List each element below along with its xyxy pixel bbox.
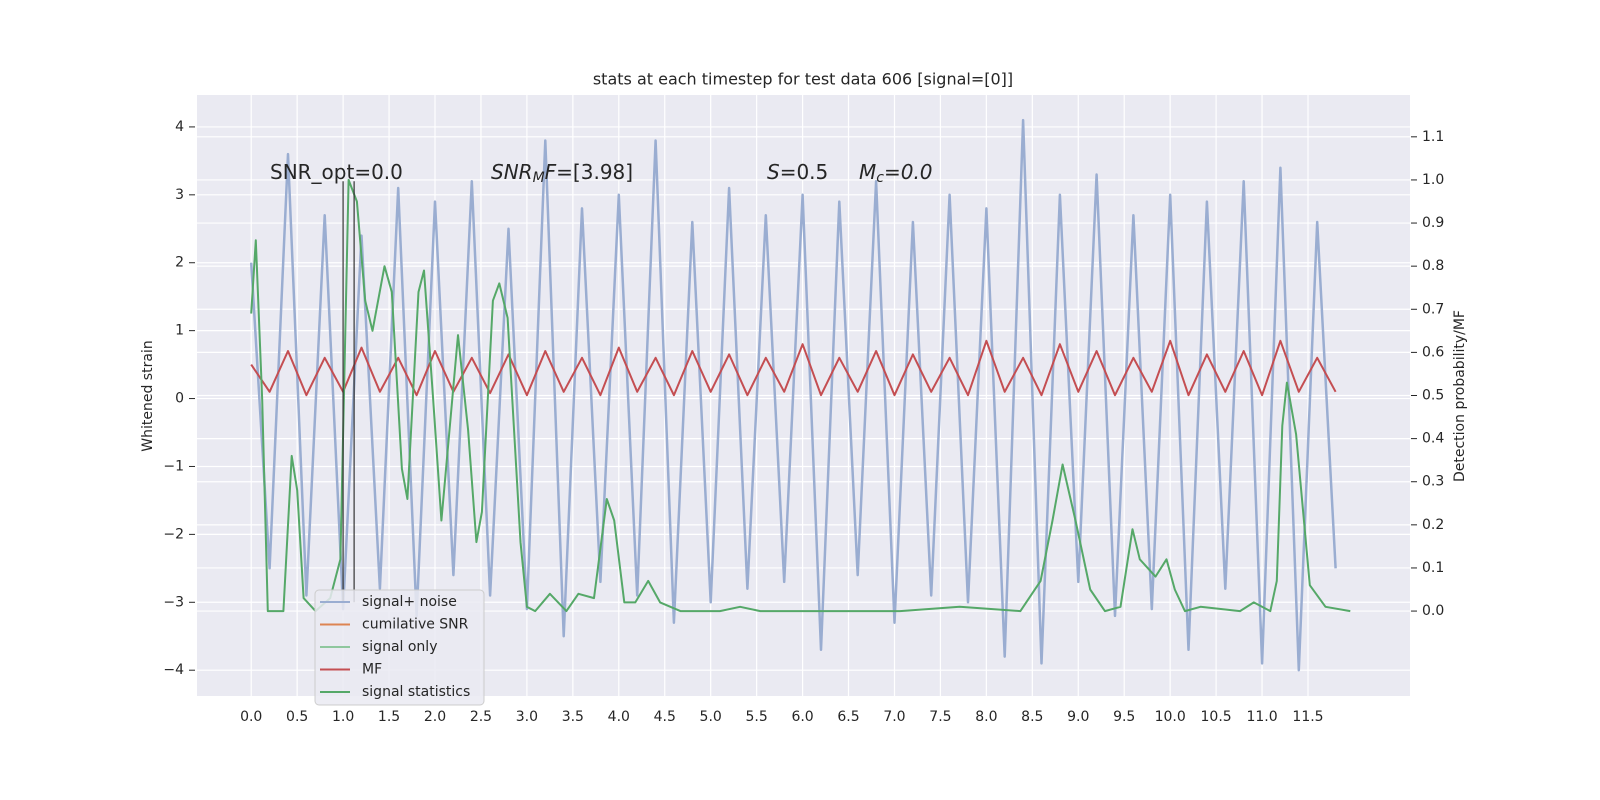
x-tick-label: 10.5 — [1201, 709, 1232, 725]
annotation-part: SNR — [491, 160, 533, 184]
series-line — [249, 118, 1337, 672]
x-tick-label: 1.0 — [332, 709, 354, 725]
y2-tick-label: 0.5 — [1422, 388, 1444, 404]
annotation: SNRMF=[3.98] — [491, 160, 633, 187]
x-tick-label: 4.0 — [608, 709, 630, 725]
legend-label: MF — [362, 662, 382, 678]
x-tick-label: 3.5 — [562, 709, 584, 725]
legend-label: signal+ noise — [362, 594, 457, 610]
x-tick-label: 10.0 — [1155, 709, 1186, 725]
y2-tick-label: 0.1 — [1422, 560, 1444, 576]
x-tick-label: 8.5 — [1021, 709, 1043, 725]
y2-tick-label: 0.6 — [1422, 344, 1444, 360]
y2-tick-label: 0.9 — [1422, 215, 1444, 231]
y2-tick-label: 0.2 — [1422, 517, 1444, 533]
x-tick-label: 4.5 — [654, 709, 676, 725]
annotation-part: c — [876, 170, 884, 186]
y-axis-label: Whitened strain — [140, 340, 156, 451]
annotation: SNR_opt=0.0 — [270, 160, 403, 184]
x-tick-label: 6.5 — [837, 709, 859, 725]
y-tick-label: −3 — [163, 594, 184, 610]
y-tick-label: −4 — [163, 662, 184, 678]
x-tick-label: 0.0 — [240, 709, 262, 725]
legend-label: signal statistics — [362, 684, 470, 700]
legend-box — [314, 589, 485, 706]
annotation-part: F — [545, 160, 557, 184]
annotation-part: S — [767, 160, 780, 184]
y-tick-label: 4 — [175, 119, 184, 135]
legend-label: signal only — [362, 639, 437, 655]
y2-tick-label: 0.7 — [1422, 301, 1444, 317]
x-tick-label: 11.5 — [1292, 709, 1323, 725]
annotation-part: SNR_opt=0.0 — [270, 160, 403, 184]
x-tick-label: 11.0 — [1246, 709, 1277, 725]
x-tick-label: 9.5 — [1113, 709, 1135, 725]
annotation-part: =0.0 — [884, 160, 933, 184]
y2-tick-label: 0.3 — [1422, 474, 1444, 490]
y-tick-label: 2 — [175, 255, 184, 271]
annotation-part: M — [859, 160, 876, 184]
series-line — [250, 339, 1337, 397]
annotation-part: =[3.98] — [556, 160, 633, 184]
x-tick-label: 8.0 — [975, 709, 997, 725]
x-tick-label: 6.0 — [791, 709, 813, 725]
y-tick-label: 0 — [175, 391, 184, 407]
y2-tick-label: 0.4 — [1422, 431, 1444, 447]
x-tick-label: 2.5 — [470, 709, 492, 725]
x-tick-label: 5.5 — [746, 709, 768, 725]
y2-tick-label: 1.0 — [1422, 172, 1444, 188]
y2-tick-label: 0.0 — [1422, 603, 1444, 619]
x-tick-label: 7.0 — [883, 709, 905, 725]
annotation-part: M — [533, 170, 545, 186]
x-tick-label: 2.0 — [424, 709, 446, 725]
y2-tick-label: 0.8 — [1422, 258, 1444, 274]
y2-axis-label: Detection probability/MF — [1452, 310, 1468, 482]
x-tick-label: 7.5 — [929, 709, 951, 725]
x-tick-label: 3.0 — [516, 709, 538, 725]
x-tick-label: 9.0 — [1067, 709, 1089, 725]
x-tick-label: 1.5 — [378, 709, 400, 725]
y-tick-label: 1 — [175, 323, 184, 339]
y-tick-label: 3 — [175, 187, 184, 203]
annotation: Mc=0.0 — [859, 160, 933, 187]
series-line — [250, 178, 1351, 613]
legend-label: cumilative SNR — [362, 617, 469, 633]
y-tick-label: −2 — [163, 526, 184, 542]
y2-tick-label: 1.1 — [1422, 129, 1444, 145]
annotation-part: =0.5 — [780, 160, 829, 184]
chart-title: stats at each timestep for test data 606… — [593, 70, 1013, 89]
y-tick-label: −1 — [163, 458, 184, 474]
annotation: S=0.5 — [767, 160, 828, 184]
x-tick-label: 0.5 — [286, 709, 308, 725]
x-tick-label: 5.0 — [700, 709, 722, 725]
